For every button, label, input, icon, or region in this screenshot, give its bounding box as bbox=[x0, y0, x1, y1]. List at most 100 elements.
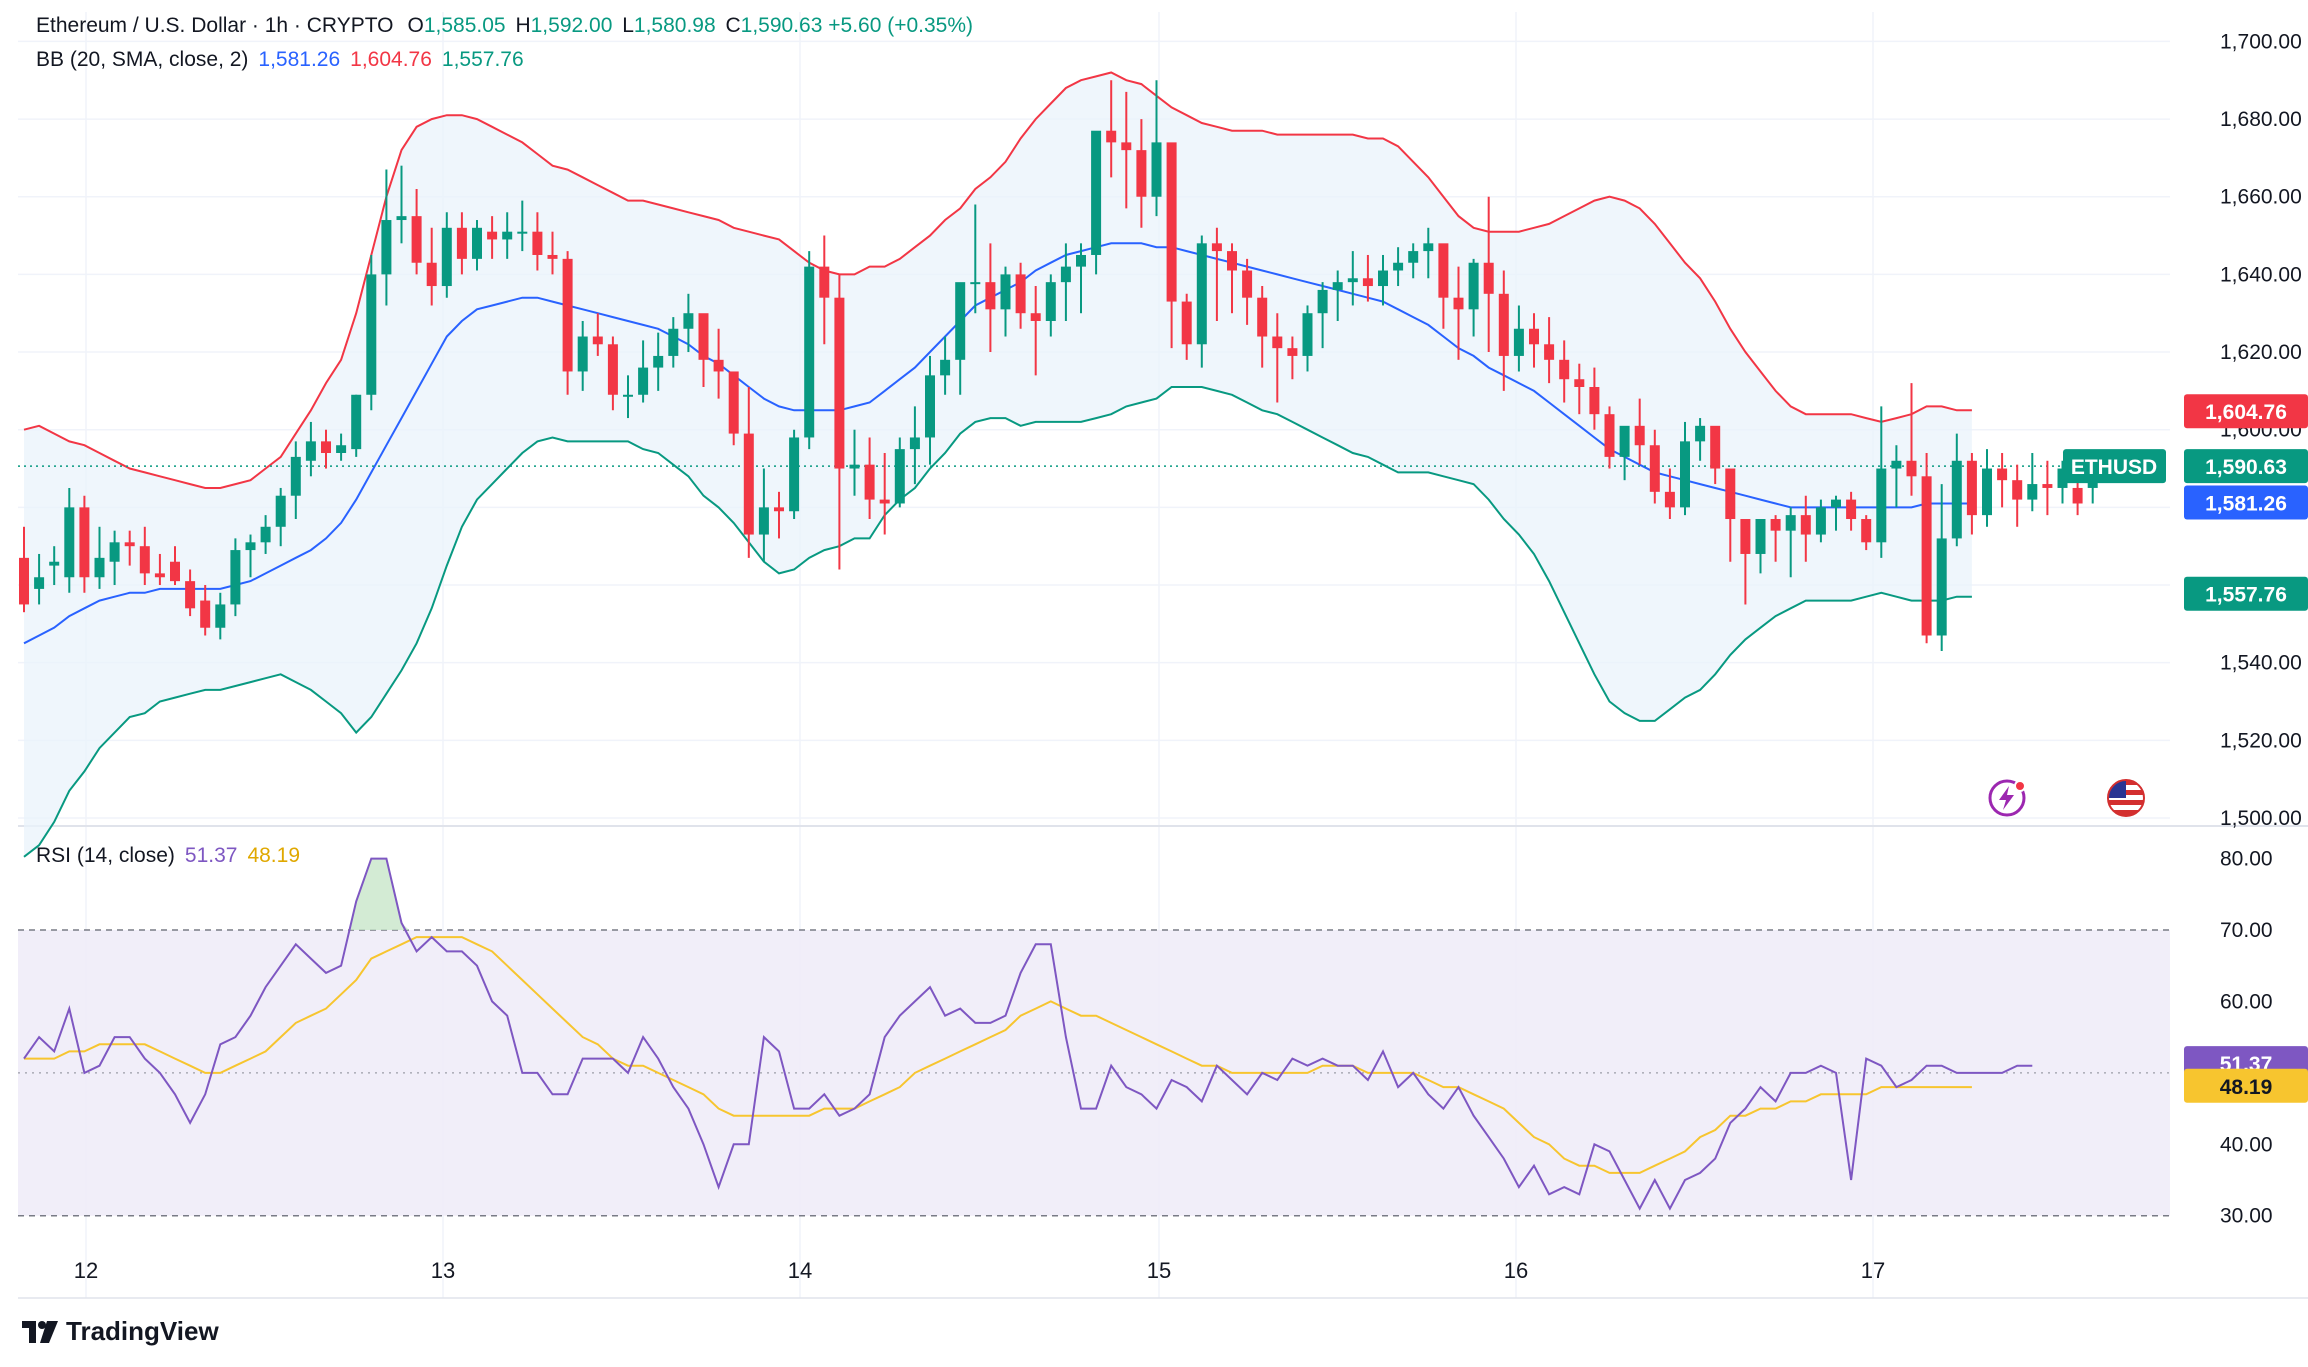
bb-basis-line bbox=[23, 242, 1972, 645]
candle-body bbox=[381, 220, 392, 275]
candle bbox=[1196, 235, 1207, 368]
candle-body bbox=[1498, 293, 1509, 356]
candle bbox=[1227, 243, 1237, 314]
candle-body bbox=[1136, 150, 1147, 197]
candle bbox=[49, 546, 60, 586]
candle bbox=[1378, 254, 1388, 306]
candle bbox=[970, 204, 981, 314]
rsi-ma-tag-text: 48.19 bbox=[2220, 1076, 2273, 1099]
candle bbox=[1559, 340, 1570, 403]
candle bbox=[819, 235, 830, 345]
candle-body bbox=[230, 550, 241, 605]
candle bbox=[336, 433, 347, 461]
candle bbox=[230, 538, 241, 617]
candle-body bbox=[411, 216, 422, 263]
candle bbox=[1831, 495, 1841, 531]
candle bbox=[215, 592, 226, 640]
candle bbox=[441, 212, 452, 298]
candle bbox=[1800, 495, 1811, 562]
candle-body bbox=[1861, 519, 1872, 543]
candle bbox=[1302, 305, 1313, 372]
time-tick-label: 14 bbox=[788, 1258, 812, 1283]
candle bbox=[124, 530, 135, 566]
candle bbox=[1740, 519, 1751, 605]
candle bbox=[34, 553, 45, 605]
candle bbox=[1529, 313, 1539, 368]
candle-body bbox=[1589, 386, 1600, 415]
candle-body bbox=[305, 441, 316, 461]
candle-body bbox=[1544, 344, 1555, 360]
tradingview-watermark[interactable]: TradingView bbox=[22, 1316, 219, 1347]
candle-body bbox=[653, 355, 664, 368]
bb-upper-tag-text: 1,604.76 bbox=[2205, 401, 2287, 424]
candle bbox=[940, 336, 951, 395]
candle bbox=[925, 355, 935, 465]
symbol-tag-bg bbox=[2063, 449, 2166, 484]
symbol-title[interactable]: Ethereum / U.S. Dollar · 1h · CRYPTO bbox=[36, 14, 394, 37]
candle bbox=[1725, 468, 1736, 562]
candle bbox=[1680, 421, 1690, 516]
candle bbox=[623, 375, 633, 419]
candle-body bbox=[894, 449, 905, 504]
time-tick-label: 13 bbox=[431, 1258, 455, 1283]
close-label: C bbox=[725, 14, 741, 37]
candle-body bbox=[1936, 538, 1947, 636]
rsi-ma-value: 48.19 bbox=[247, 844, 301, 867]
candle-body bbox=[985, 282, 996, 310]
candle bbox=[64, 487, 75, 593]
candle bbox=[1664, 468, 1675, 520]
candle-body bbox=[154, 573, 165, 578]
candle-body bbox=[713, 359, 724, 372]
candle-body bbox=[1483, 262, 1494, 294]
candle bbox=[1574, 363, 1585, 415]
candle-body bbox=[1362, 278, 1373, 287]
candle bbox=[1242, 258, 1253, 325]
candle-body bbox=[426, 262, 437, 287]
candle bbox=[1619, 425, 1630, 481]
rsi-label[interactable]: RSI (14, close) bbox=[36, 844, 175, 867]
candle bbox=[713, 328, 724, 399]
candle-body bbox=[683, 313, 694, 329]
rsi-tick-label: 60.00 bbox=[2220, 990, 2273, 1013]
us-flag-icon[interactable] bbox=[2106, 778, 2146, 823]
candle-body bbox=[1408, 251, 1419, 263]
candle bbox=[638, 340, 649, 403]
price-tick-label: 1,640.00 bbox=[2220, 263, 2302, 286]
bb-label[interactable]: BB (20, SMA, close, 2) bbox=[36, 48, 249, 71]
candle-body bbox=[245, 542, 256, 551]
lightning-icon[interactable] bbox=[1986, 777, 2028, 824]
symbol-legend: Ethereum / U.S. Dollar · 1h · CRYPTO O1,… bbox=[36, 14, 973, 38]
candle-body bbox=[774, 507, 784, 512]
candle-body bbox=[819, 266, 830, 298]
open-label: O bbox=[407, 14, 424, 37]
candle bbox=[185, 569, 196, 617]
candle-body bbox=[185, 581, 196, 609]
candle-body bbox=[698, 313, 709, 360]
candle-body bbox=[441, 227, 452, 287]
time-tick-label: 16 bbox=[1504, 1258, 1528, 1283]
tradingview-logo-icon bbox=[22, 1320, 58, 1343]
brand-name: TradingView bbox=[66, 1316, 219, 1346]
candle-body bbox=[1891, 460, 1902, 469]
candle bbox=[1589, 367, 1600, 430]
candle-body bbox=[789, 437, 800, 512]
candle-body bbox=[1468, 262, 1479, 310]
bb-upper-tag-bg bbox=[2184, 394, 2308, 429]
candle bbox=[1861, 515, 1872, 551]
candle bbox=[849, 429, 860, 496]
candle bbox=[653, 332, 664, 391]
candle-body bbox=[955, 282, 966, 360]
candle-body bbox=[1997, 468, 2008, 481]
candle-body bbox=[1015, 274, 1026, 314]
candle-body bbox=[1000, 274, 1011, 310]
bb-upper-line bbox=[23, 71, 1972, 489]
candle bbox=[547, 231, 558, 275]
candle-body bbox=[1951, 460, 1962, 539]
candle-body bbox=[909, 437, 920, 450]
candle-body bbox=[1710, 425, 1721, 469]
candle bbox=[804, 251, 815, 450]
price-tick-label: 1,700.00 bbox=[2220, 30, 2302, 53]
candle-body bbox=[109, 542, 120, 562]
